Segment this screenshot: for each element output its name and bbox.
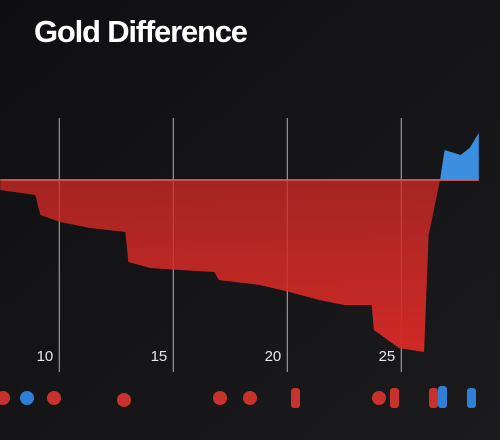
event-icon — [291, 388, 300, 408]
event-icon — [438, 386, 447, 408]
event-icon — [372, 391, 386, 405]
event-icon — [47, 391, 61, 405]
event-icon — [20, 391, 34, 405]
event-icons — [0, 386, 476, 408]
event-icon — [0, 391, 10, 405]
x-tick-label: 10 — [37, 348, 54, 365]
event-icon — [467, 388, 476, 408]
event-icon — [117, 393, 131, 407]
event-icon — [390, 388, 399, 408]
plot: 10 15 20 25 — [0, 118, 479, 372]
x-tick-label: 20 — [265, 348, 282, 365]
chart-title: Gold Difference — [34, 14, 248, 49]
event-icon — [429, 388, 438, 408]
x-tick-label: 25 — [379, 348, 396, 365]
x-tick-label: 15 — [151, 348, 168, 365]
gold-area — [0, 133, 479, 352]
event-icon — [213, 391, 227, 405]
event-icon — [243, 391, 257, 405]
